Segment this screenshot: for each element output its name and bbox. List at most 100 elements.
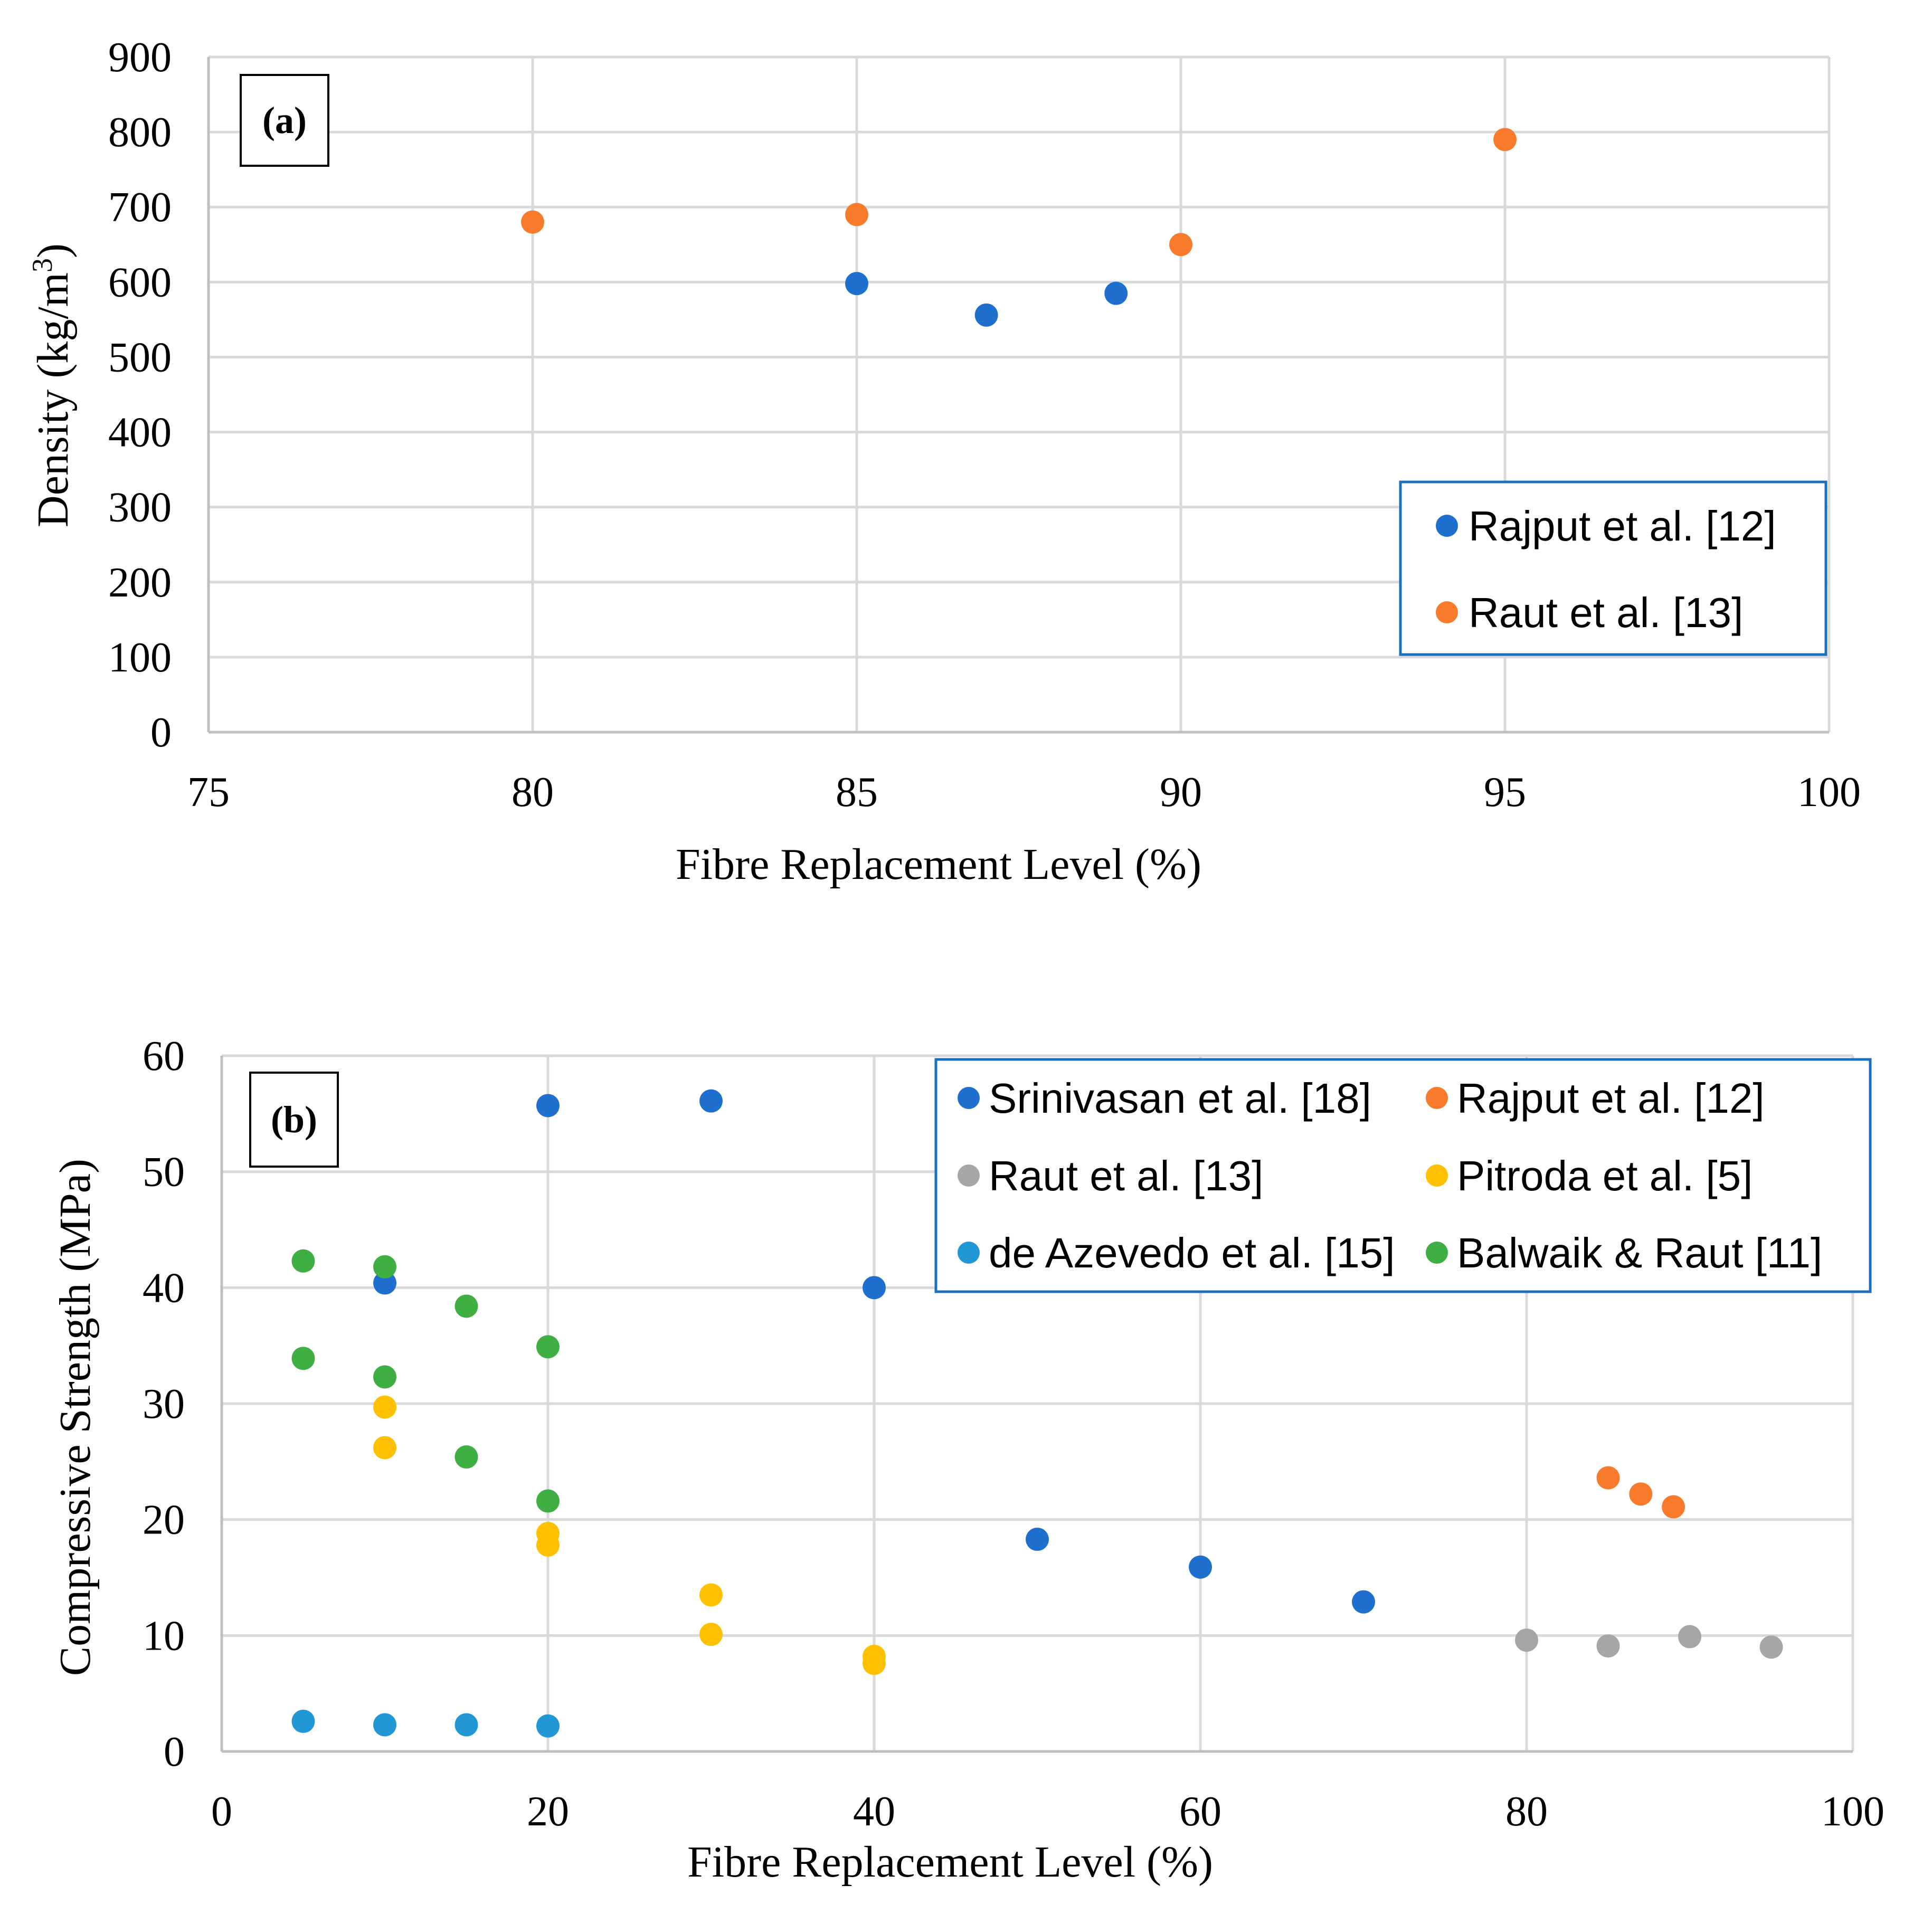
- chart-b-legend-marker-rajput: [1426, 1087, 1448, 1109]
- chart-b-point-series-5: [373, 1255, 396, 1278]
- chart-a-legend-marker-rajput: [1436, 515, 1458, 537]
- chart-b-x-tick-label: 20: [527, 1788, 569, 1835]
- chart-b-legend-label-pitroda: Pitroda et al. [5]: [1457, 1152, 1753, 1199]
- chart-a-legend-frame: [1399, 480, 1827, 656]
- chart-b-legend-marker-de-azevedo: [958, 1242, 980, 1264]
- chart-b-y-tick-label: 10: [143, 1613, 185, 1659]
- chart-a-y-tick-label: 200: [108, 560, 172, 606]
- chart-b-point-series-4: [454, 1713, 478, 1737]
- chart-a-legend: Rajput et al. [12] Raut et al. [13]: [1399, 480, 1827, 656]
- chart-a-y-tick-label: 900: [108, 34, 172, 81]
- chart-a-point-series-0: [1104, 281, 1128, 305]
- chart-b-point-series-4: [536, 1714, 560, 1738]
- chart-b-point-series-2: [1515, 1628, 1538, 1652]
- chart-b-y-tick-label: 40: [143, 1265, 185, 1311]
- chart-b-point-series-3: [699, 1623, 723, 1646]
- chart-a-point-series-1: [521, 210, 544, 234]
- chart-b-point-series-0: [1026, 1528, 1049, 1551]
- chart-b-y-tick-label: 30: [143, 1381, 185, 1427]
- chart-a-x-tick-label: 90: [1160, 769, 1202, 816]
- chart-b: 0 10 20 30 40 50 60 0 20 40 60 80 100 (b) Fibre Rep…: [51, 1033, 1884, 1887]
- chart-a-legend-label-raut: Raut et al. [13]: [1469, 589, 1743, 636]
- chart-a-gridlines: [209, 55, 1831, 732]
- chart-a-point-series-0: [974, 303, 998, 327]
- chart-b-point-series-0: [1189, 1555, 1212, 1579]
- chart-b-y-tick-label: 0: [164, 1729, 185, 1775]
- chart-a-y-axis-title-close: ): [29, 243, 78, 258]
- chart-b-point-series-3: [536, 1533, 560, 1557]
- chart-b-point-series-5: [536, 1335, 560, 1359]
- chart-b-y-tick-labels: 0 10 20 30 40 50 60: [143, 1033, 185, 1775]
- chart-a-point-series-1: [845, 203, 868, 226]
- chart-b-point-series-0: [863, 1276, 886, 1300]
- chart-b-legend-label-raut: Raut et al. [13]: [989, 1152, 1263, 1199]
- chart-a-y-tick-label: 600: [108, 259, 172, 306]
- chart-b-legend-marker-pitroda: [1426, 1164, 1448, 1187]
- chart-b-legend-marker-raut: [958, 1164, 980, 1187]
- chart-b-x-tick-label: 100: [1821, 1788, 1884, 1835]
- chart-b-panel-label: (b): [271, 1098, 317, 1141]
- chart-b-x-tick-label: 0: [211, 1788, 232, 1835]
- chart-a-y-axis-title: Density (kg/m3): [26, 243, 78, 527]
- chart-a-y-tick-label: 800: [108, 109, 172, 156]
- chart-b-legend-label-balwaik: Balwaik & Raut [11]: [1457, 1229, 1822, 1276]
- chart-b-point-series-5: [291, 1249, 315, 1273]
- chart-b-point-series-4: [291, 1709, 315, 1733]
- chart-b-x-tick-label: 60: [1179, 1788, 1221, 1835]
- chart-b-point-series-3: [699, 1583, 723, 1607]
- chart-a-y-tick-label: 400: [108, 410, 172, 456]
- chart-b-point-series-0: [373, 1271, 396, 1295]
- chart-a-y-tick-label: 500: [108, 334, 172, 381]
- chart-b-point-series-0: [536, 1094, 560, 1117]
- chart-b-point-series-3: [373, 1395, 396, 1419]
- chart-b-y-tick-label: 60: [143, 1033, 185, 1079]
- chart-b-panel-label-box: [249, 1072, 339, 1168]
- chart-b-point-series-5: [373, 1365, 396, 1389]
- chart-a-x-tick-label: 85: [836, 769, 878, 816]
- chart-b-x-axis-title: Fibre Replacement Level (%): [687, 1838, 1213, 1887]
- chart-a-panel-label: (a): [262, 99, 307, 141]
- chart-a-points: [521, 128, 1517, 327]
- chart-b-point-series-1: [1662, 1495, 1685, 1519]
- chart-a-x-tick-label: 95: [1484, 769, 1526, 816]
- chart-a-axes: [207, 57, 1829, 734]
- chart-a-x-tick-label: 75: [187, 769, 230, 816]
- chart-a-y-tick-label: 0: [150, 709, 172, 756]
- chart-b-point-series-2: [1596, 1634, 1620, 1658]
- chart-a-x-tick-label: 80: [512, 769, 554, 816]
- chart-b-y-tick-label: 50: [143, 1149, 185, 1196]
- chart-b-point-series-1: [1629, 1482, 1653, 1506]
- chart-a-panel-label-box: [240, 74, 329, 167]
- chart-b-point-series-3: [863, 1652, 886, 1675]
- chart-b-point-series-2: [1759, 1635, 1783, 1659]
- chart-a-legend-marker-raut: [1436, 601, 1458, 623]
- chart-b-point-series-5: [291, 1347, 315, 1370]
- chart-b-legend: Srinivasan et al. [18] Rajput et al. [12…: [934, 1058, 1872, 1293]
- chart-b-point-series-1: [1596, 1466, 1620, 1490]
- chart-b-x-tick-label: 80: [1505, 1788, 1548, 1835]
- chart-a: 0 100 200 300 400 500 600 700 800 900 75 80 85 90 95 1…: [26, 34, 1861, 889]
- chart-b-y-tick-label: 20: [143, 1497, 185, 1543]
- chart-a-legend-label-rajput: Rajput et al. [12]: [1469, 503, 1776, 550]
- chart-b-point-series-3: [373, 1436, 396, 1460]
- chart-b-legend-frame: [934, 1058, 1872, 1293]
- chart-a-point-series-1: [1169, 233, 1192, 257]
- chart-b-axes: [220, 1056, 1853, 1753]
- chart-a-x-tick-labels: 75 80 85 90 95 100: [187, 769, 1861, 816]
- chart-a-point-series-1: [1493, 128, 1517, 151]
- chart-b-legend-label-rajput: Rajput et al. [12]: [1457, 1075, 1765, 1122]
- chart-b-x-tick-label: 40: [853, 1788, 895, 1835]
- chart-b-y-axis-title: Compressive Strength (MPa): [51, 1159, 100, 1676]
- chart-b-point-series-0: [1352, 1590, 1375, 1614]
- chart-b-point-series-5: [454, 1445, 478, 1469]
- chart-a-y-tick-label: 700: [108, 184, 172, 231]
- chart-b-point-series-2: [1678, 1625, 1701, 1649]
- chart-b-x-tick-labels: 0 20 40 60 80 100: [211, 1788, 1884, 1835]
- chart-a-y-axis-title-main: Density (kg/m: [29, 272, 78, 527]
- chart-b-point-series-0: [699, 1089, 723, 1113]
- chart-b-legend-label-de-azevedo: de Azevedo et al. [15]: [989, 1229, 1395, 1276]
- chart-b-legend-label-srinivasan: Srinivasan et al. [18]: [989, 1075, 1371, 1122]
- chart-a-y-tick-labels: 0 100 200 300 400 500 600 700 800 900: [108, 34, 172, 756]
- chart-b-points: [291, 1089, 1783, 1738]
